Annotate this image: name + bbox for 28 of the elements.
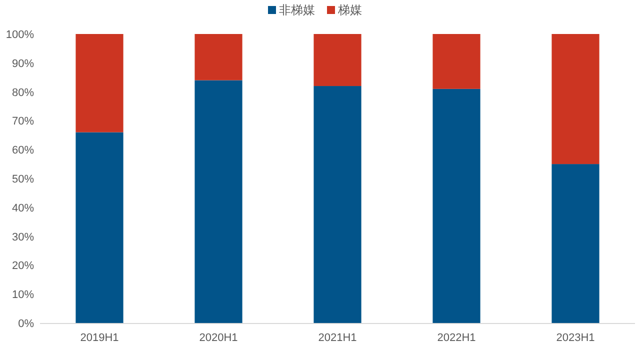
legend-label: 梯媒 bbox=[337, 3, 362, 17]
bar bbox=[314, 34, 362, 86]
y-tick-label: 10% bbox=[12, 289, 34, 302]
bar bbox=[194, 34, 242, 80]
bar bbox=[432, 34, 480, 89]
x-tick-label: 2022H1 bbox=[437, 332, 476, 344]
y-tick-label: 100% bbox=[6, 29, 34, 41]
bar bbox=[314, 86, 362, 323]
bar bbox=[432, 88, 480, 323]
y-tick-label: 20% bbox=[12, 260, 34, 272]
x-tick-label: 2020H1 bbox=[199, 332, 238, 344]
y-tick-label: 30% bbox=[12, 231, 34, 244]
x-tick-label: 2021H1 bbox=[318, 332, 357, 344]
y-tick-label: 90% bbox=[12, 58, 34, 70]
x-tick-label: 2023H1 bbox=[556, 332, 595, 344]
y-tick-label: 50% bbox=[12, 174, 34, 186]
y-tick-label: 80% bbox=[12, 86, 34, 99]
y-tick-label: 0% bbox=[18, 318, 34, 330]
y-tick-label: 60% bbox=[12, 144, 34, 157]
x-tick-label: 2019H1 bbox=[80, 332, 119, 344]
y-tick-label: 70% bbox=[12, 116, 34, 128]
bar bbox=[76, 132, 124, 323]
bar bbox=[552, 34, 600, 164]
bar bbox=[194, 80, 242, 323]
y-tick-label: 40% bbox=[12, 202, 34, 214]
bar bbox=[552, 164, 600, 323]
bar bbox=[76, 34, 124, 132]
legend-label: 非梯媒 bbox=[279, 3, 315, 17]
